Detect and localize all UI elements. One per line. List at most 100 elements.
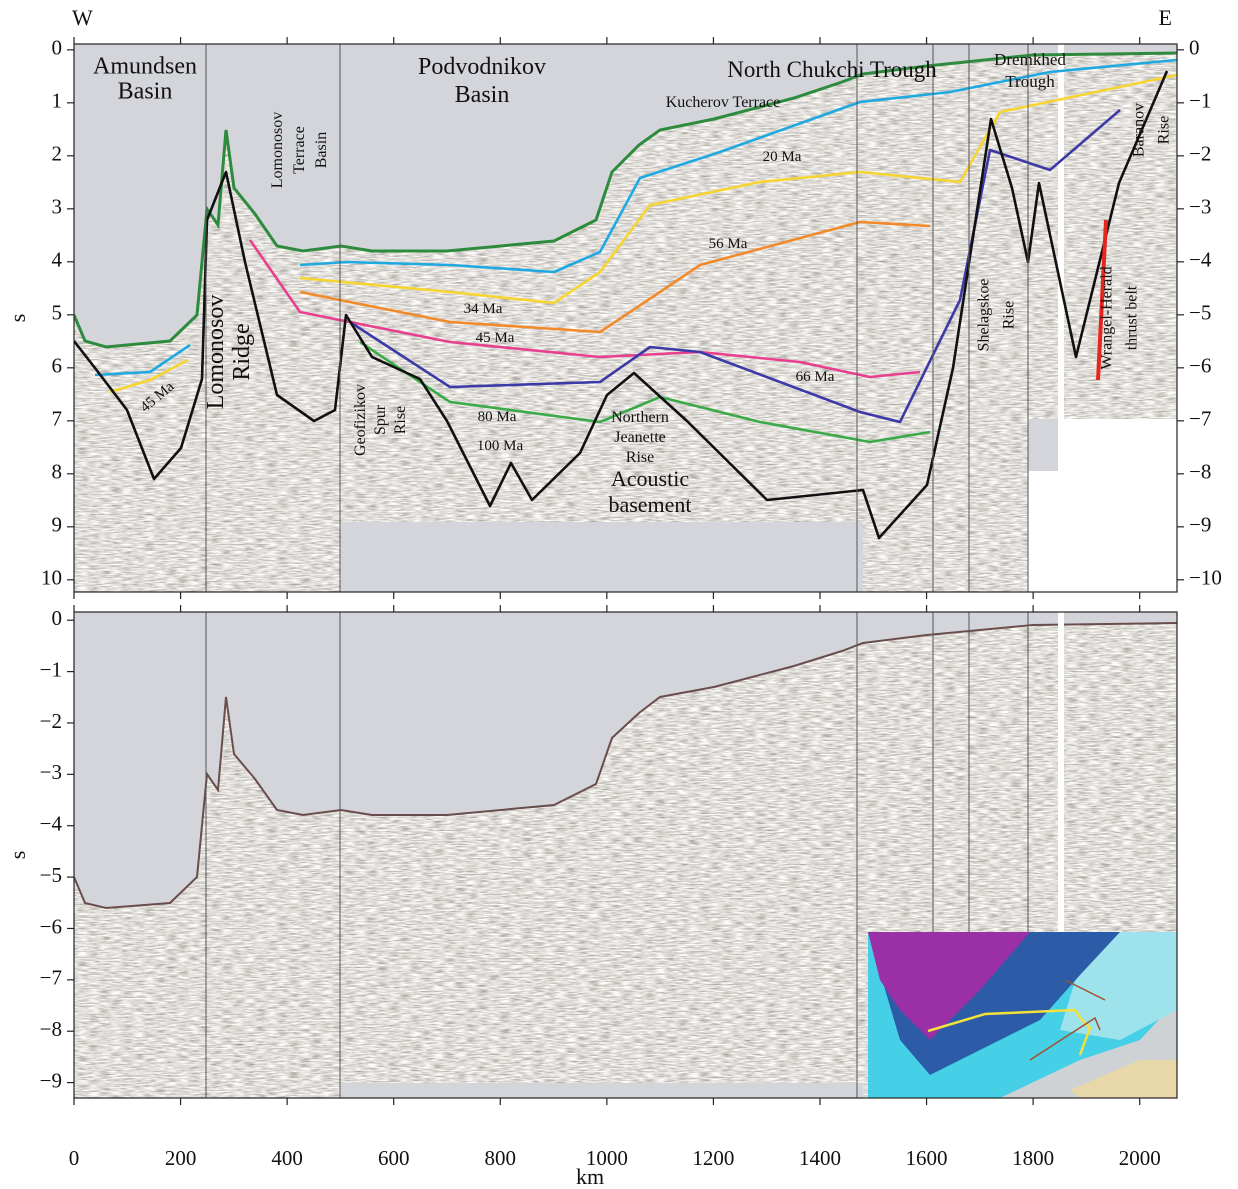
annotation: Northern Jeanette Rise bbox=[611, 409, 669, 466]
y-tick-label: −6 bbox=[40, 914, 62, 938]
frame bbox=[73, 43, 1178, 593]
annotation: 66 Ma bbox=[796, 369, 835, 385]
y-tick-label: −4 bbox=[1189, 248, 1212, 272]
annotation: 34 Ma bbox=[464, 301, 503, 317]
annotation-line: Rise bbox=[1155, 116, 1172, 144]
y-tick-label: 0 bbox=[52, 606, 63, 630]
annotation-line: thrust belt bbox=[1123, 285, 1140, 350]
annotation: Dremkhed Trough bbox=[994, 50, 1066, 91]
annotation-line: Geofizikov bbox=[352, 384, 369, 456]
x-tick-label: 600 bbox=[378, 1146, 410, 1170]
location-map bbox=[868, 932, 1177, 1098]
corner-label: E bbox=[1159, 5, 1172, 30]
annotation-line: Podvodnikov bbox=[418, 54, 546, 80]
annotation-line: 34 Ma bbox=[464, 301, 503, 317]
annotation-line: 100 Ma bbox=[477, 438, 524, 454]
x-axis-label: km bbox=[576, 1164, 604, 1189]
water-column bbox=[74, 44, 1177, 347]
y-axis-label: s bbox=[5, 851, 30, 860]
annotation-line: Amundsen bbox=[93, 53, 197, 79]
y-tick-label: 10 bbox=[41, 566, 62, 590]
bottom-section bbox=[74, 612, 1177, 1098]
x-tick-label: 1600 bbox=[906, 1146, 948, 1170]
x-tick-label: 1800 bbox=[1012, 1146, 1054, 1170]
acoustic-basement bbox=[74, 70, 1169, 540]
gap bbox=[1058, 44, 1064, 592]
annotation: 56 Ma bbox=[709, 236, 748, 252]
y-tick-label: −4 bbox=[40, 812, 63, 836]
annotation-line: Rise bbox=[1000, 301, 1017, 329]
y-tick-label: 4 bbox=[52, 248, 63, 272]
water-column bbox=[74, 44, 1177, 52]
y-tick-label: −10 bbox=[1189, 566, 1222, 590]
y-tick-label: 0 bbox=[52, 36, 63, 60]
annotation-line: 66 Ma bbox=[796, 369, 835, 385]
y-tick-label: 9 bbox=[52, 513, 63, 537]
annotation: Podvodnikov Basin bbox=[418, 54, 546, 108]
annotation-line: Spur bbox=[372, 404, 389, 435]
annotation-line: 56 Ma bbox=[709, 236, 748, 252]
annotation-line: Lomonosov bbox=[203, 295, 229, 410]
y-tick-label: −5 bbox=[40, 863, 62, 887]
annotation-line: Terrace bbox=[291, 126, 308, 174]
y-tick-label: −2 bbox=[1189, 142, 1211, 166]
x-tick-label: 1000 bbox=[586, 1146, 628, 1170]
x-tick-label: 1200 bbox=[692, 1146, 734, 1170]
thrust-fault bbox=[1096, 219, 1108, 381]
top-section bbox=[74, 44, 1177, 592]
annotation: Acoustic basement bbox=[608, 466, 691, 517]
annotation-line: Shelagskoe bbox=[975, 279, 992, 352]
x-tick-label: 1400 bbox=[799, 1146, 841, 1170]
annotation: Amundsen Basin bbox=[93, 53, 197, 104]
annotation-line: Baranov bbox=[1130, 103, 1147, 157]
gap bbox=[1058, 612, 1064, 942]
annotation: Baranov Rise bbox=[1130, 103, 1172, 157]
y-tick-label: −2 bbox=[40, 709, 62, 733]
y-tick-label: 5 bbox=[52, 301, 63, 325]
annotation-line: Basin bbox=[313, 132, 330, 168]
annotation-line: Northern bbox=[611, 409, 669, 426]
frame bbox=[73, 611, 1178, 1099]
no-data bbox=[341, 522, 863, 592]
no-data bbox=[1028, 419, 1058, 471]
y-tick-label: 0 bbox=[1189, 36, 1200, 60]
annotation: 100 Ma bbox=[477, 438, 524, 454]
y-tick-label: −9 bbox=[1189, 513, 1211, 537]
annotation: 20 Ma bbox=[763, 149, 802, 165]
annotation-line: Kucherov Terrace bbox=[666, 94, 781, 111]
annotation-line: Basin bbox=[118, 78, 173, 104]
annotation: North Chukchi Trough bbox=[727, 57, 937, 82]
x-tick-label: 2000 bbox=[1119, 1146, 1161, 1170]
annotation: 80 Ma bbox=[478, 409, 517, 425]
no-data bbox=[341, 1083, 863, 1098]
y-tick-label: −1 bbox=[40, 657, 62, 681]
y-axis-label: s bbox=[5, 314, 30, 323]
annotation-line: Rise bbox=[626, 449, 654, 466]
annotation: Lomonosov Terrace Basin bbox=[269, 112, 330, 188]
y-tick-label: −8 bbox=[1189, 460, 1211, 484]
y-tick-label: 7 bbox=[52, 407, 63, 431]
horizons bbox=[94, 58, 1177, 444]
x-tick-label: 400 bbox=[271, 1146, 303, 1170]
annotation: Geofizikov Spur Rise bbox=[352, 384, 409, 456]
annotation-line: 20 Ma bbox=[763, 149, 802, 165]
water-column bbox=[74, 612, 1177, 908]
annotation-line: Basin bbox=[455, 82, 510, 108]
y-tick-label: −3 bbox=[40, 760, 62, 784]
annotation-line: Dremkhed bbox=[994, 50, 1066, 69]
x-tick-label: 200 bbox=[165, 1146, 197, 1170]
y-tick-label: −7 bbox=[40, 966, 62, 990]
y-tick-label: 8 bbox=[52, 460, 63, 484]
y-tick-label: −7 bbox=[1189, 407, 1211, 431]
corner-label: W bbox=[72, 5, 93, 30]
annotation-line: Wrangel-Herald bbox=[1098, 266, 1115, 369]
y-tick-label: −5 bbox=[1189, 301, 1211, 325]
annotation-line: Ridge bbox=[229, 323, 255, 380]
x-tick-label: 800 bbox=[485, 1146, 517, 1170]
annotation-line: 80 Ma bbox=[478, 409, 517, 425]
x-tick-label: 0 bbox=[69, 1146, 80, 1170]
annotation-line: Jeanette bbox=[614, 429, 666, 446]
seafloor bbox=[74, 51, 1177, 349]
